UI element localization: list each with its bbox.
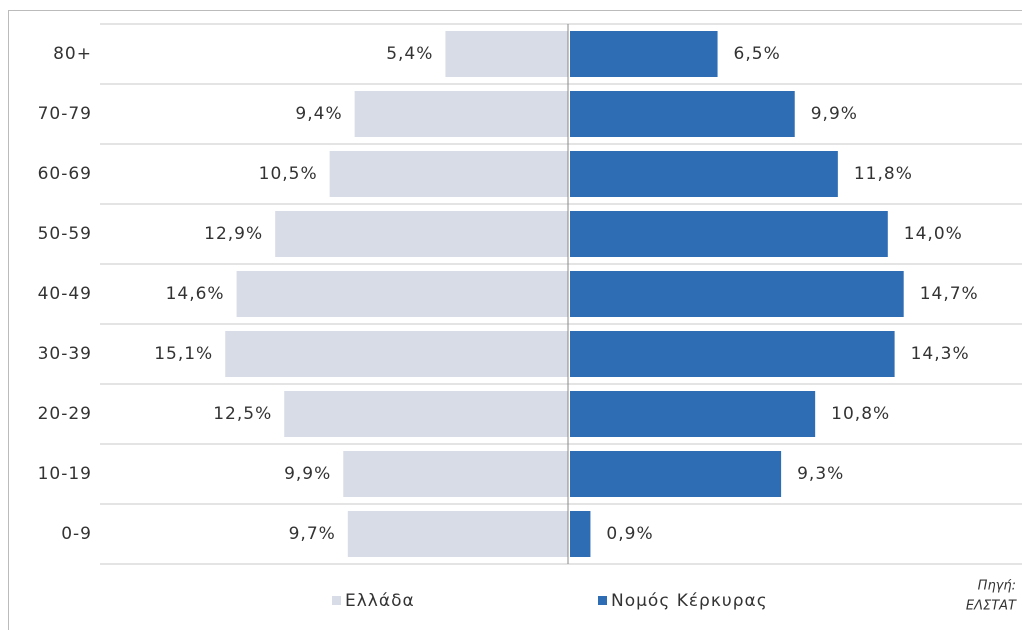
- category-label: 60-69: [38, 164, 92, 184]
- bar: [570, 211, 888, 257]
- value-label: 15,1%: [154, 344, 213, 364]
- bar: [284, 391, 568, 437]
- category-label: 0-9: [61, 524, 92, 544]
- bar: [570, 31, 718, 77]
- bar: [343, 451, 568, 497]
- frame: [8, 10, 1022, 630]
- value-label: 14,6%: [166, 284, 225, 304]
- category-label: 30-39: [38, 344, 92, 364]
- value-label: 9,7%: [289, 524, 336, 544]
- category-label: 40-49: [38, 284, 92, 304]
- bar: [570, 151, 838, 197]
- bar: [570, 271, 904, 317]
- bar: [329, 151, 568, 197]
- legend-swatch: [598, 596, 607, 605]
- category-label: 20-29: [38, 404, 92, 424]
- value-label: 9,4%: [295, 104, 342, 124]
- value-label: 6,5%: [734, 44, 781, 64]
- bar: [570, 511, 591, 557]
- legend-label: Νομός Κέρκυρας: [611, 591, 768, 611]
- value-label: 14,7%: [920, 284, 979, 304]
- bar: [570, 91, 795, 137]
- value-label: 9,9%: [811, 104, 858, 124]
- value-label: 14,0%: [904, 224, 963, 244]
- value-label: 0,9%: [606, 524, 653, 544]
- bar: [354, 91, 568, 137]
- bar: [236, 271, 568, 317]
- value-label: 11,8%: [854, 164, 913, 184]
- source-label: Πηγή:: [978, 579, 1016, 594]
- value-label: 12,5%: [213, 404, 272, 424]
- value-label: 9,3%: [797, 464, 844, 484]
- category-label: 80+: [53, 44, 92, 64]
- bar: [570, 391, 816, 437]
- category-label: 10-19: [38, 464, 92, 484]
- bar: [570, 331, 895, 377]
- value-label: 12,9%: [204, 224, 263, 244]
- bar: [275, 211, 568, 257]
- source-name: ΕΛΣΤΑΤ: [966, 599, 1017, 614]
- category-label: 70-79: [38, 104, 92, 124]
- bar: [225, 331, 569, 377]
- bar: [347, 511, 568, 557]
- category-label: 50-59: [38, 224, 92, 244]
- value-label: 10,8%: [831, 404, 890, 424]
- value-label: 9,9%: [284, 464, 331, 484]
- legend-swatch: [332, 596, 341, 605]
- value-label: 14,3%: [911, 344, 970, 364]
- legend-label: Ελλάδα: [345, 591, 415, 611]
- bar: [570, 451, 782, 497]
- bar: [445, 31, 568, 77]
- value-label: 5,4%: [386, 44, 433, 64]
- value-label: 10,5%: [259, 164, 318, 184]
